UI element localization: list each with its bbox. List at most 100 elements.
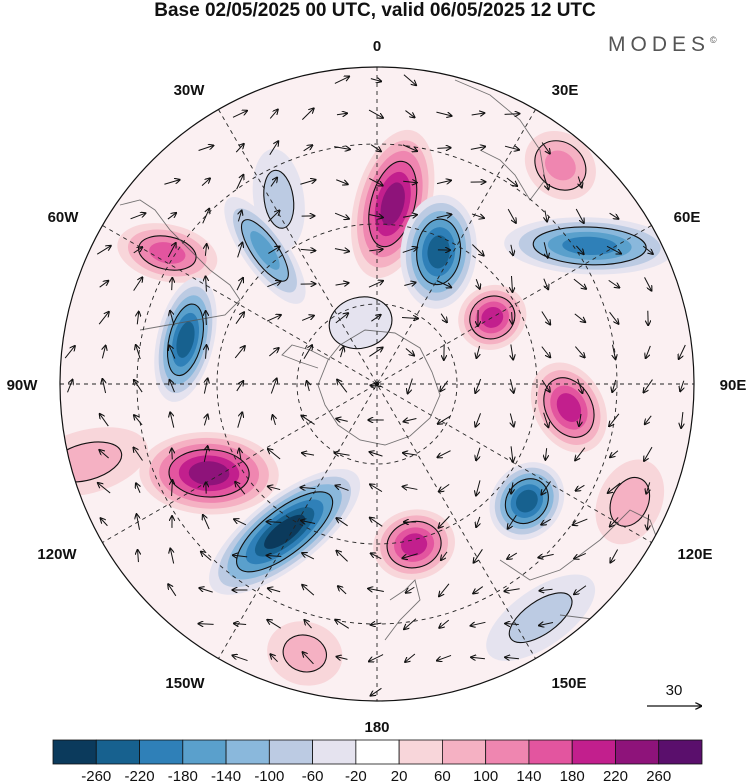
anomaly-contour	[508, 592, 573, 644]
anomaly-contour	[328, 296, 393, 350]
wind-vector	[471, 622, 486, 625]
wind-vector	[644, 277, 652, 290]
wind-vector	[338, 586, 347, 595]
lon-label-150w: 150W	[165, 675, 205, 692]
wind-vector	[101, 518, 108, 527]
wind-vector	[369, 178, 382, 185]
wind-vector	[573, 278, 586, 289]
wind-vector	[576, 484, 585, 490]
wind-vector	[301, 316, 314, 321]
anomaly-contour	[176, 321, 195, 358]
wind-vector	[301, 416, 315, 425]
wind-vector	[302, 553, 315, 560]
colorbar-bin	[95, 739, 140, 765]
wind-vector	[437, 148, 450, 149]
wind-vector	[436, 214, 452, 217]
wind-vector	[437, 450, 451, 458]
wind-vector	[578, 176, 582, 187]
wind-vector	[336, 551, 348, 562]
wind-vector	[334, 249, 349, 252]
wind-vector	[508, 514, 517, 528]
wind-vector	[234, 519, 247, 526]
wind-vector	[574, 346, 584, 358]
wind-vector	[507, 208, 516, 223]
meridian-30e	[218, 109, 536, 659]
wind-vector	[476, 447, 480, 461]
wind-vector	[233, 555, 248, 557]
wind-vector	[609, 311, 619, 324]
wind-vector	[577, 378, 583, 393]
wind-vector	[608, 482, 621, 493]
lon-label-120w: 120W	[37, 546, 77, 563]
wind-vector	[64, 346, 75, 359]
wind-vector	[504, 146, 519, 150]
wind-vector	[270, 654, 278, 663]
antarctica-coast	[317, 329, 441, 446]
lon-label-30e: 30E	[552, 82, 579, 99]
wind-vector	[235, 144, 244, 153]
wind-vector	[471, 244, 483, 255]
wind-vector	[303, 652, 314, 665]
wind-vector	[370, 518, 383, 527]
anomaly-field	[60, 129, 676, 686]
wind-vector	[505, 657, 519, 658]
anomaly-contour	[515, 489, 538, 513]
meridian-60e	[102, 225, 652, 543]
anomaly-contour	[264, 514, 306, 549]
wind-vector	[406, 586, 415, 593]
wind-vector	[404, 618, 417, 629]
wind-vector	[198, 145, 214, 151]
wind-vector	[134, 380, 143, 393]
wind-vector	[506, 177, 517, 186]
wind-vector	[199, 588, 213, 593]
wind-vector	[541, 346, 550, 358]
colorbar-tick-label: -20	[345, 768, 367, 783]
wind-vector	[405, 110, 414, 118]
colorbar-tick-label: 100	[473, 768, 498, 783]
anomaly-contour	[562, 236, 618, 256]
wind-vector	[510, 379, 513, 393]
wind-vector	[334, 147, 350, 150]
wind-vector	[300, 249, 316, 250]
wind-vector	[167, 243, 175, 258]
wind-vector	[574, 552, 587, 558]
vector-reference-label: 30	[666, 682, 683, 699]
wind-vector	[232, 111, 247, 118]
wind-vector	[541, 311, 550, 325]
wind-vector	[136, 345, 141, 360]
wind-vector	[437, 654, 452, 660]
wind-vector	[473, 586, 484, 594]
anomaly-contour	[250, 231, 280, 270]
wind-vector	[269, 348, 278, 357]
wind-vector	[403, 181, 417, 182]
wind-vector	[167, 213, 176, 220]
colorbar-bin	[441, 739, 487, 765]
wind-vector	[301, 108, 313, 120]
wind-vector	[270, 178, 277, 187]
wind-vector	[133, 448, 143, 461]
wind-vector	[368, 281, 383, 288]
wind-vector	[646, 482, 650, 493]
colorbar-tick-label: -140	[211, 768, 241, 783]
wind-vector	[545, 210, 547, 222]
wind-vector	[369, 654, 384, 662]
colorbar-tick-label: -220	[125, 768, 155, 783]
wind-vector	[408, 378, 413, 394]
wind-vector	[545, 448, 546, 460]
wind-vector	[610, 450, 619, 457]
lon-label-180: 180	[364, 719, 389, 736]
wind-vector	[475, 378, 482, 393]
wind-vector	[301, 520, 316, 523]
wind-vector	[470, 147, 485, 150]
wind-vector	[201, 178, 210, 186]
wind-vector	[504, 589, 520, 592]
colorbar-bin	[398, 739, 443, 765]
colorbar-tick-label: -60	[302, 768, 324, 783]
wind-vector	[476, 345, 479, 358]
wind-vector	[401, 318, 418, 319]
wind-vector	[238, 211, 241, 222]
wind-vector	[574, 585, 587, 595]
graticule	[60, 67, 694, 701]
wind-vector	[266, 315, 281, 322]
